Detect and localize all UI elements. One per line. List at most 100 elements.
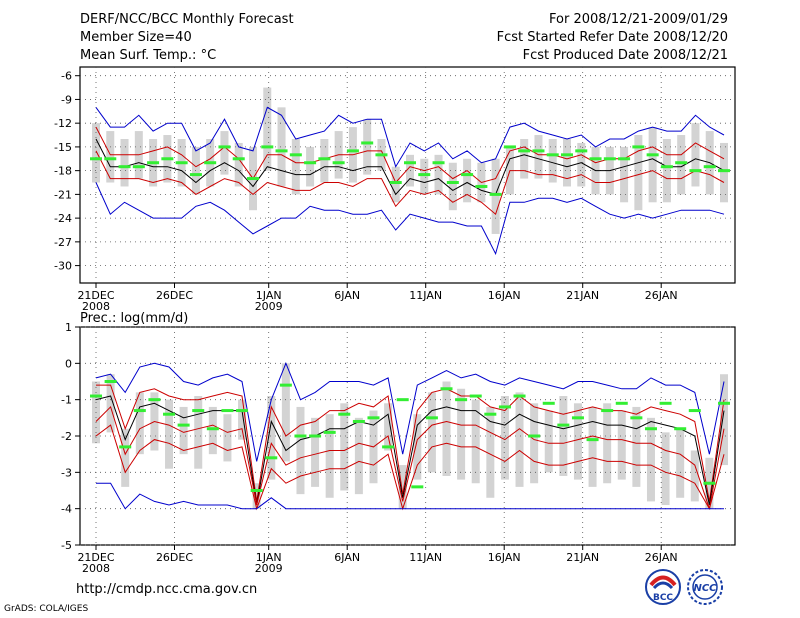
green-forecast-mark	[338, 412, 351, 416]
series-line-blue_lower	[95, 182, 725, 256]
green-forecast-mark	[161, 157, 174, 161]
green-forecast-mark	[425, 416, 438, 420]
green-forecast-mark	[90, 394, 102, 398]
y-tick-label: -6	[61, 70, 72, 83]
green-forecast-mark	[630, 416, 643, 420]
green-forecast-mark	[484, 412, 497, 416]
green-forecast-mark	[294, 434, 307, 438]
green-forecast-mark	[104, 157, 117, 161]
ensemble-range-bar	[486, 406, 495, 498]
green-forecast-mark	[674, 427, 687, 431]
green-forecast-mark	[455, 398, 468, 402]
ensemble-range-bar	[252, 483, 261, 509]
ensemble-range-bar	[548, 139, 557, 183]
green-forecast-mark	[586, 438, 599, 442]
green-forecast-mark	[513, 394, 526, 398]
green-forecast-mark	[615, 401, 628, 405]
ensemble-range-bar	[434, 154, 443, 195]
ensemble-range-bar	[530, 403, 539, 484]
green-forecast-mark	[261, 145, 274, 149]
green-forecast-mark	[361, 141, 374, 145]
green-forecast-mark	[289, 153, 302, 157]
ensemble-range-bar	[491, 158, 500, 234]
green-forecast-mark	[221, 409, 234, 413]
ensemble-range-bar	[135, 392, 144, 455]
y-tick-label: 0	[65, 357, 72, 370]
green-forecast-mark	[382, 445, 395, 449]
website-url[interactable]: http://cmdp.ncc.cma.gov.cn	[76, 582, 258, 597]
green-forecast-mark	[265, 456, 278, 460]
ensemble-range-bar	[559, 396, 568, 476]
x-tick-label: 1JAN	[256, 551, 282, 564]
ensemble-range-bar	[463, 158, 472, 203]
green-forecast-mark	[618, 157, 631, 161]
green-forecast-mark	[192, 409, 205, 413]
y-tick-label: -12	[54, 117, 72, 130]
ensemble-range-bar	[720, 374, 728, 466]
x-tick-label: 6JAN	[334, 289, 360, 302]
ensemble-range-bar	[106, 374, 115, 433]
ensemble-range-bar	[577, 142, 586, 187]
ensemble-range-bar	[340, 403, 349, 491]
green-forecast-mark	[279, 383, 292, 387]
green-forecast-mark	[718, 169, 730, 173]
ensemble-range-bar	[325, 414, 334, 498]
ncc-logo-icon: NCC	[687, 569, 723, 605]
green-forecast-mark	[571, 416, 584, 420]
ensemble-range-bar	[573, 403, 582, 480]
ensemble-range-bar	[306, 146, 315, 187]
green-forecast-mark	[148, 398, 161, 402]
y-tick-label: -30	[54, 260, 72, 273]
series-line-red_upper	[96, 384, 725, 502]
green-forecast-mark	[675, 161, 688, 165]
ensemble-range-bar	[165, 399, 174, 469]
x-tick-year-label: 2009	[255, 300, 283, 313]
green-forecast-mark	[177, 423, 190, 427]
ensemble-range-bar	[588, 406, 597, 487]
series-line-red_lower	[95, 405, 725, 509]
green-forecast-mark	[660, 165, 673, 169]
green-forecast-mark	[163, 412, 176, 416]
green-forecast-mark	[175, 161, 188, 165]
ensemble-range-bar	[544, 410, 553, 473]
green-forecast-mark	[132, 165, 145, 169]
x-tick-label: 26DEC	[156, 551, 193, 564]
green-forecast-mark	[418, 173, 431, 177]
ensemble-range-bar	[720, 142, 728, 203]
ensemble-range-bar	[448, 162, 457, 211]
green-forecast-mark	[404, 161, 416, 165]
ensemble-range-bar	[427, 392, 436, 473]
green-forecast-mark	[218, 145, 231, 149]
green-forecast-mark	[603, 157, 616, 161]
green-forecast-mark	[304, 161, 317, 165]
ensemble-range-bar	[179, 406, 188, 455]
green-forecast-mark	[367, 416, 380, 420]
green-forecast-mark	[546, 153, 559, 157]
series-line-blue_lower	[96, 482, 724, 510]
y-tick-label: -1	[61, 394, 72, 407]
y-tick-label: -4	[61, 503, 72, 516]
variable-label: Mean Surf. Temp.: °C	[80, 48, 217, 63]
ensemble-range-bar	[223, 414, 232, 462]
ensemble-range-bar	[442, 381, 451, 476]
green-forecast-mark	[118, 165, 131, 169]
ensemble-range-bar	[646, 417, 655, 502]
ensemble-range-bar	[120, 139, 129, 187]
green-forecast-mark	[204, 161, 217, 165]
precip-variable-label: Prec.: log(mm/d)	[80, 311, 188, 326]
ensemble-range-bar	[500, 396, 509, 480]
plot-frame	[79, 66, 736, 284]
grads-credit: GrADS: COLA/IGES	[4, 604, 89, 614]
bcc-logo-icon: BCC	[645, 569, 681, 605]
green-forecast-mark	[346, 149, 359, 153]
ensemble-range-bar	[220, 131, 229, 175]
y-tick-label: -15	[54, 141, 72, 154]
ensemble-range-bar	[534, 135, 543, 179]
ensemble-range-bar	[677, 135, 686, 195]
green-forecast-mark	[133, 409, 146, 413]
ensemble-range-bar	[632, 406, 641, 487]
ensemble-range-bar	[354, 417, 363, 495]
x-tick-label: 11JAN	[409, 289, 442, 302]
